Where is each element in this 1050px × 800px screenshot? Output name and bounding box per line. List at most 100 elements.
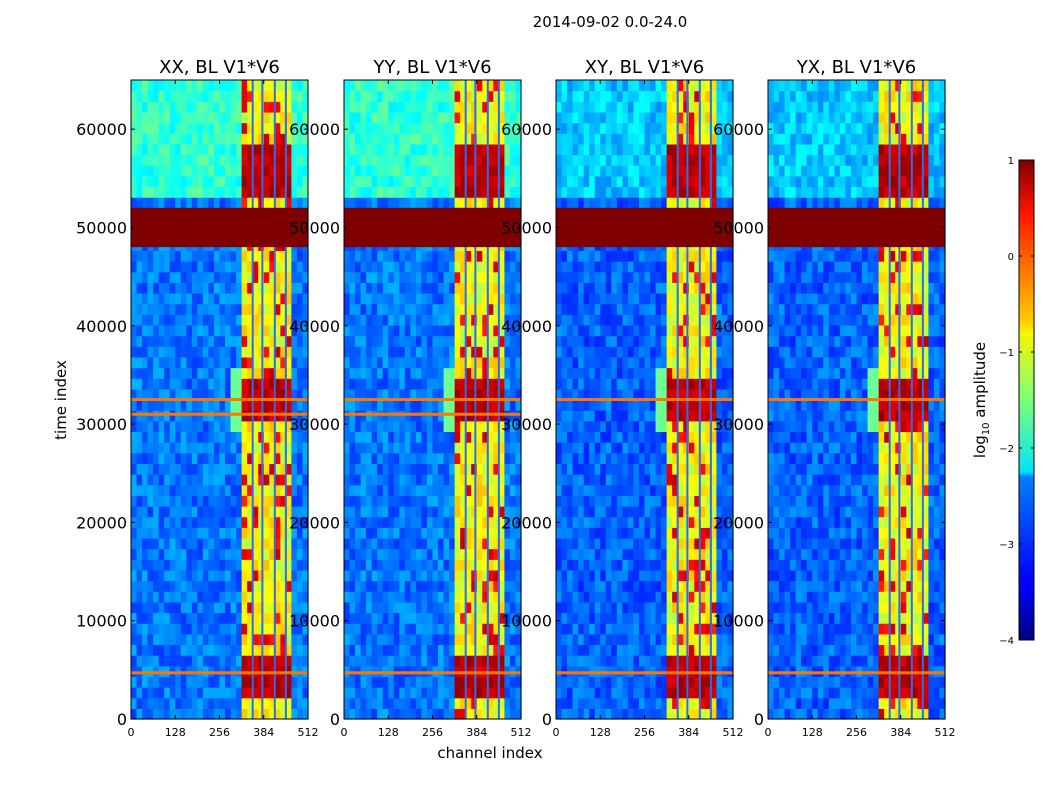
heatmap-cell <box>426 527 434 539</box>
heatmap-cell <box>164 378 171 390</box>
heatmap-cell <box>638 527 646 539</box>
heatmap-cell <box>296 612 304 624</box>
heatmap-cell <box>509 559 517 571</box>
heatmap-cell <box>153 697 160 709</box>
heatmap-cell <box>291 463 298 475</box>
heatmap-cell <box>410 431 417 443</box>
heatmap-cell <box>366 293 373 305</box>
heatmap-cell <box>594 580 601 592</box>
heatmap-cell <box>371 527 378 539</box>
heatmap-cell <box>399 346 406 358</box>
heatmap-cell <box>567 569 574 582</box>
heatmap-cell <box>727 484 734 496</box>
heatmap-cell <box>449 644 456 656</box>
heatmap-cell <box>611 516 618 528</box>
heatmap-cell <box>509 591 517 603</box>
heatmap-cell <box>169 335 176 347</box>
heatmap-cell <box>677 463 684 475</box>
heatmap-cell <box>404 335 411 347</box>
heatmap-cell <box>191 197 198 209</box>
heatmap-cell <box>164 697 171 709</box>
heatmap-cell <box>515 697 522 709</box>
heatmap-cell <box>208 559 215 571</box>
heatmap-cell <box>158 655 165 667</box>
heatmap-cell <box>225 111 232 124</box>
heatmap-cell <box>710 452 718 464</box>
heatmap-cell <box>241 175 248 188</box>
heatmap-cell <box>504 346 511 358</box>
heatmap-cell <box>460 697 467 709</box>
heatmap-cell <box>487 623 494 635</box>
heatmap-cell <box>213 356 221 369</box>
heatmap-cell <box>349 442 356 454</box>
heatmap-cell <box>561 367 568 379</box>
heatmap-cell <box>296 687 304 699</box>
heatmap-cell <box>605 655 612 667</box>
heatmap-cell <box>393 442 400 454</box>
heatmap-cell <box>504 623 511 635</box>
heatmap-cell <box>476 644 483 656</box>
heatmap-cell <box>487 335 494 347</box>
heatmap-cell <box>236 559 243 571</box>
heatmap-cell <box>175 644 182 656</box>
heatmap-cell <box>449 314 456 326</box>
heatmap-cell <box>285 559 293 571</box>
heatmap-cell <box>438 378 445 390</box>
heatmap-cell <box>644 559 651 571</box>
heatmap-cell <box>175 697 182 709</box>
heatmap-cell <box>638 495 646 507</box>
heatmap-cell <box>147 612 154 624</box>
heatmap-cell <box>694 559 701 571</box>
heatmap-cell <box>594 697 601 709</box>
heatmap-cell <box>465 335 472 347</box>
heatmap-cell <box>158 143 165 156</box>
heatmap-cell <box>208 591 215 603</box>
heatmap-cell <box>589 463 596 475</box>
heatmap-cell <box>432 293 439 305</box>
heatmap-cell <box>672 537 679 550</box>
heatmap-cell <box>476 356 483 369</box>
heatmap-cell <box>186 474 193 486</box>
heatmap-cell <box>705 623 712 635</box>
heatmap-cell <box>169 175 176 188</box>
heatmap-cell <box>721 708 729 720</box>
heatmap-cell <box>638 623 646 635</box>
heatmap-cell <box>371 367 378 379</box>
heatmap-cell <box>355 474 362 486</box>
heatmap-cell <box>252 122 259 134</box>
heatmap-cell <box>136 261 143 273</box>
heatmap-cell <box>191 271 198 283</box>
heatmap-cell <box>241 655 248 667</box>
heatmap-cell <box>578 410 585 422</box>
heatmap-cell <box>666 378 673 390</box>
heatmap-cell <box>578 399 585 411</box>
heatmap-cell <box>366 90 373 102</box>
heatmap-cell <box>655 559 662 571</box>
heatmap-cell <box>672 623 679 635</box>
heatmap-cell <box>443 293 450 305</box>
heatmap-cell <box>219 367 226 379</box>
heatmap-cell <box>426 420 434 433</box>
heatmap-cell <box>164 442 171 454</box>
heatmap-cell <box>605 527 612 539</box>
heatmap-cell <box>672 559 679 571</box>
heatmap-cell <box>158 122 165 134</box>
heatmap-cell <box>371 282 378 294</box>
heatmap-cell <box>600 569 607 582</box>
heatmap-cell <box>366 495 373 507</box>
heatmap-cell <box>594 399 601 411</box>
heatmap-cell <box>561 442 568 454</box>
heatmap-cell <box>716 591 723 603</box>
heatmap-cell <box>561 474 568 486</box>
heatmap-cell <box>252 410 259 422</box>
heatmap-cell <box>213 420 221 433</box>
heatmap-cell <box>438 303 445 315</box>
heatmap-cell <box>202 324 210 337</box>
heatmap-cell <box>153 314 160 326</box>
heatmap-cell <box>263 569 270 582</box>
heatmap-cell <box>454 495 461 507</box>
heatmap-cell <box>393 484 400 496</box>
heatmap-cell <box>186 537 193 550</box>
heatmap-cell <box>344 601 351 614</box>
heatmap-cell <box>371 548 378 560</box>
